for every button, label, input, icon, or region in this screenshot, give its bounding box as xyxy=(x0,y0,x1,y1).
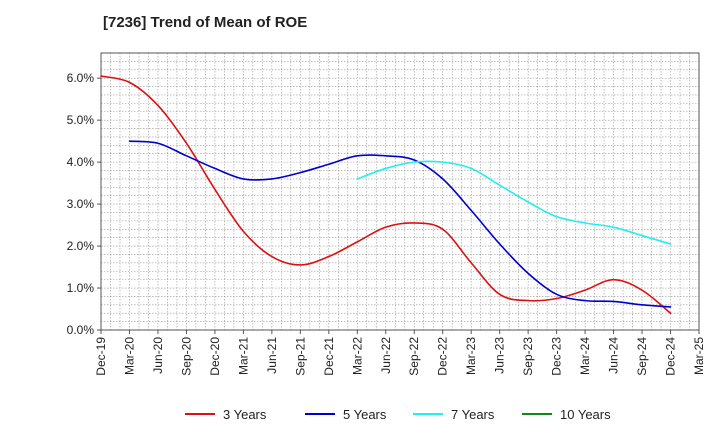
grid-lines xyxy=(100,52,699,331)
y-tick-label: 5.0% xyxy=(67,113,95,127)
x-tick-label: Jun-22 xyxy=(379,337,393,374)
x-tick-label: Jun-24 xyxy=(607,337,621,374)
x-tick-label: Dec-20 xyxy=(208,337,222,376)
x-tick-label: Mar-22 xyxy=(350,337,364,375)
x-tick-label: Dec-22 xyxy=(436,337,450,376)
x-tick-label: Sep-21 xyxy=(293,337,307,376)
x-tick-label: Jun-20 xyxy=(151,337,165,374)
x-tick-label: Dec-24 xyxy=(664,337,678,376)
y-tick-label: 1.0% xyxy=(67,281,95,295)
legend-label-3: 7 Years xyxy=(451,407,495,422)
x-tick-label: Mar-25 xyxy=(692,337,706,375)
x-tick-label: Dec-19 xyxy=(94,337,108,376)
x-tick-label: Mar-23 xyxy=(464,337,478,375)
legend-label-2: 5 Years xyxy=(343,407,387,422)
x-tick-label: Dec-21 xyxy=(322,337,336,376)
legend-label-1: 3 Years xyxy=(223,407,267,422)
y-tick-label: 3.0% xyxy=(67,197,95,211)
y-tick-label: 0.0% xyxy=(67,323,95,337)
x-tick-label: Sep-22 xyxy=(407,337,421,376)
legend-label-4: 10 Years xyxy=(560,407,611,422)
x-tick-label: Jun-23 xyxy=(493,337,507,374)
x-tick-label: Dec-23 xyxy=(550,337,564,376)
series-line-3 xyxy=(356,160,672,245)
x-axis-ticks: Dec-19 Mar-20 Jun-20 Sep-20 Dec-20 Mar-21 Jun-… xyxy=(94,330,706,376)
x-tick-label: Sep-20 xyxy=(179,337,193,376)
x-tick-label: Jun-21 xyxy=(265,337,279,374)
legend: 3 Years 5 Years 7 Years 10 Years xyxy=(185,407,611,422)
x-tick-label: Mar-20 xyxy=(122,337,136,375)
x-tick-label: Sep-23 xyxy=(521,337,535,376)
x-tick-label: Sep-24 xyxy=(635,337,649,376)
chart-title: [7236] Trend of Mean of ROE xyxy=(103,14,308,31)
x-tick-label: Mar-21 xyxy=(236,337,250,375)
y-axis-ticks: 0.0% 1.0% 2.0% 3.0% 4.0% 5.0% 6.0% xyxy=(67,71,101,337)
x-tick-label: Mar-24 xyxy=(578,337,592,375)
series-line-2 xyxy=(128,140,672,308)
series-lines xyxy=(100,75,672,315)
y-tick-label: 6.0% xyxy=(67,71,95,85)
plot-frame xyxy=(100,52,700,331)
y-tick-label: 4.0% xyxy=(67,155,95,169)
y-tick-label: 2.0% xyxy=(67,239,95,253)
series-line-1 xyxy=(100,75,672,315)
